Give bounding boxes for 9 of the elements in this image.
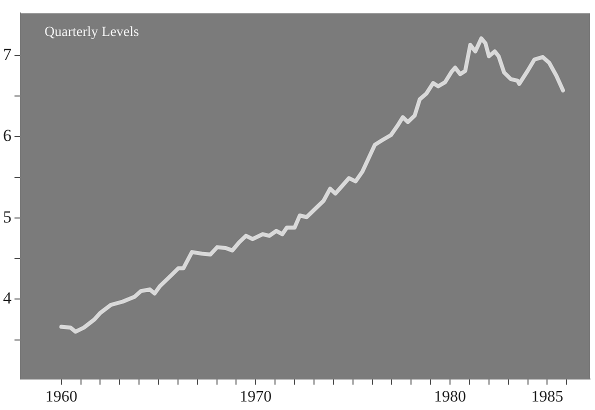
y-tick-label: 6: [3, 126, 12, 146]
x-tick-label: 1970: [240, 388, 272, 406]
text: Quarterly Levels: [44, 24, 139, 40]
x-tick-label: 1980: [434, 388, 466, 406]
y-tick-label: 5: [3, 207, 12, 226]
x-tick-label: 1960: [45, 388, 78, 406]
y-tick-label: 4: [3, 288, 12, 308]
x-tick-label: 1985: [531, 388, 564, 406]
y-tick-label: 7: [3, 44, 12, 64]
